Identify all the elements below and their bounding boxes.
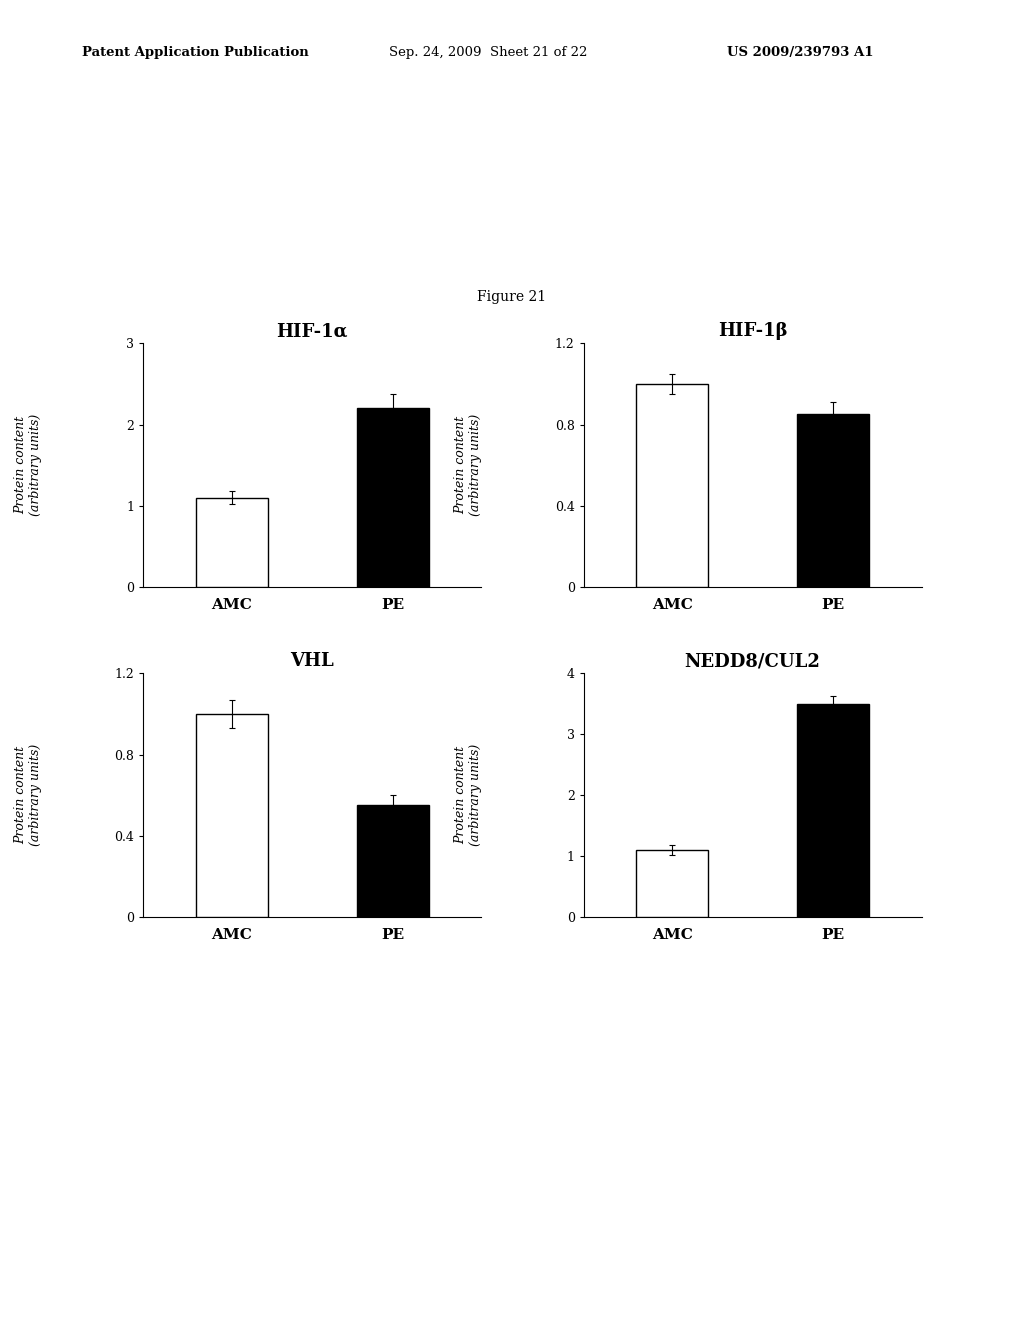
- Y-axis label: Protein content
(arbitrary units): Protein content (arbitrary units): [455, 744, 482, 846]
- Text: US 2009/239793 A1: US 2009/239793 A1: [727, 46, 873, 59]
- Text: Figure 21: Figure 21: [477, 290, 547, 304]
- Bar: [636, 384, 709, 587]
- Text: Patent Application Publication: Patent Application Publication: [82, 46, 308, 59]
- Y-axis label: Protein content
(arbitrary units): Protein content (arbitrary units): [14, 414, 42, 516]
- Title: HIF-1β: HIF-1β: [718, 322, 787, 341]
- Bar: [636, 850, 709, 917]
- Bar: [356, 408, 429, 587]
- Bar: [356, 805, 429, 917]
- Y-axis label: Protein content
(arbitrary units): Protein content (arbitrary units): [455, 414, 482, 516]
- Bar: [196, 714, 268, 917]
- Text: Sep. 24, 2009  Sheet 21 of 22: Sep. 24, 2009 Sheet 21 of 22: [389, 46, 588, 59]
- Title: VHL: VHL: [291, 652, 334, 671]
- Title: HIF-1α: HIF-1α: [276, 322, 348, 341]
- Y-axis label: Protein content
(arbitrary units): Protein content (arbitrary units): [14, 744, 42, 846]
- Bar: [797, 414, 869, 587]
- Bar: [797, 704, 869, 917]
- Title: NEDD8/CUL2: NEDD8/CUL2: [685, 652, 820, 671]
- Bar: [196, 498, 268, 587]
